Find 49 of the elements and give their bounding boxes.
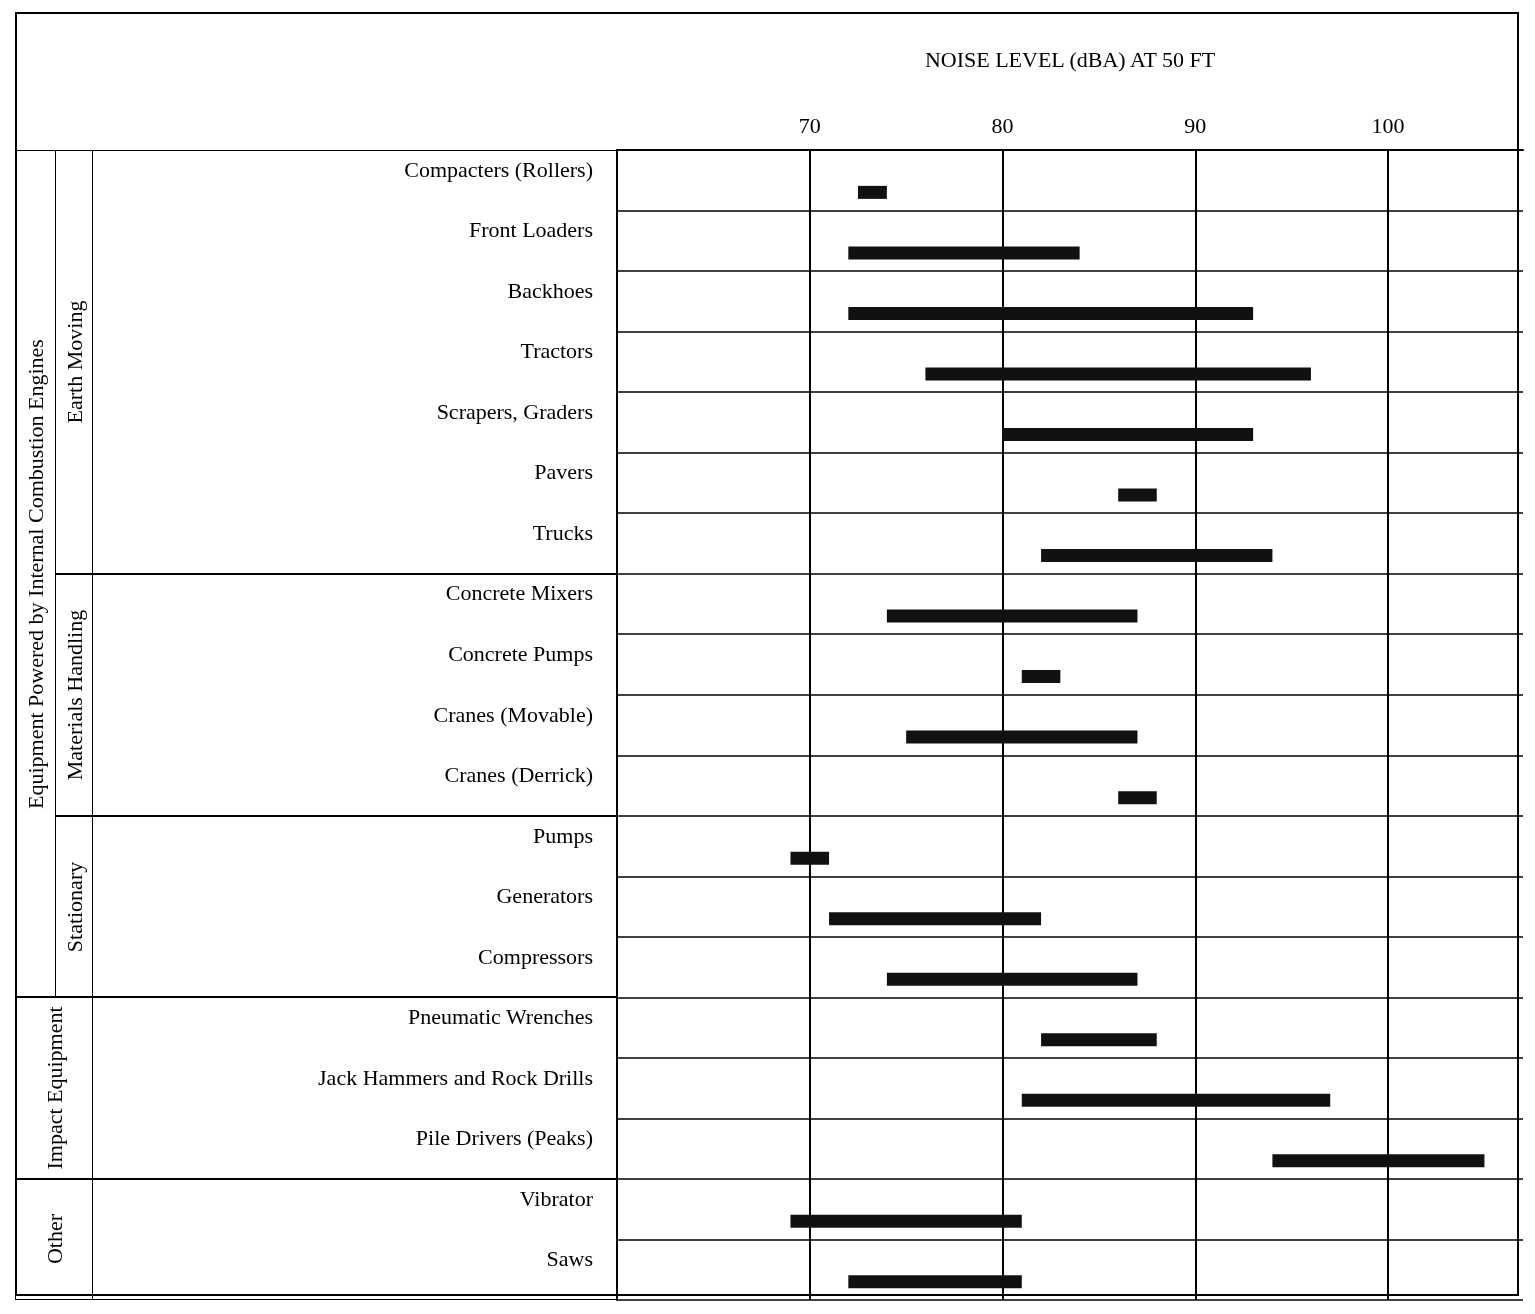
x-tick-label: 70 <box>798 112 821 138</box>
bar <box>1272 1154 1485 1168</box>
text: Other <box>42 1214 68 1265</box>
bar <box>886 972 1138 986</box>
y-tick-label: Tractors <box>520 338 593 364</box>
bar <box>1021 1093 1331 1107</box>
x-axis-title: NOISE LEVEL (dBA) AT 50 FT <box>924 46 1216 72</box>
bar <box>1002 427 1254 441</box>
bar <box>1021 670 1061 684</box>
bar <box>886 609 1138 623</box>
bar <box>857 185 887 199</box>
y-tick-label: Vibrator <box>519 1185 594 1211</box>
bar <box>790 1214 1022 1228</box>
y-tick-label: Compressors <box>478 943 593 969</box>
bar <box>848 306 1254 320</box>
bar <box>1118 791 1157 805</box>
y-tick-label: Cranes (Derrick) <box>444 762 593 788</box>
x-tick-label: 90 <box>1184 112 1207 138</box>
text: Earth Moving <box>62 300 88 424</box>
y-tick-label: Jack Hammers and Rock Drills <box>318 1064 593 1090</box>
y-tick-label: Backhoes <box>507 277 593 303</box>
text: Stationary <box>62 861 88 952</box>
y-tick-label: Generators <box>496 883 593 909</box>
bar <box>848 246 1080 260</box>
y-tick-label: Cranes (Movable) <box>433 701 593 727</box>
text: Equipment Powered by Internal Combustion Engines <box>23 338 49 809</box>
y-tick-label: Pumps <box>533 822 593 848</box>
bar <box>925 367 1311 381</box>
y-tick-label: Saws <box>546 1246 593 1272</box>
bar <box>829 912 1042 926</box>
y-tick-label: Concrete Pumps <box>448 640 593 666</box>
bar <box>1041 1033 1157 1047</box>
text: Materials Handling <box>62 609 88 780</box>
text: Impact Equipment <box>42 1006 68 1170</box>
y-tick-label: Trucks <box>532 519 593 545</box>
bar <box>1041 549 1273 563</box>
bar <box>1118 488 1157 502</box>
x-tick-label: 100 <box>1371 112 1405 138</box>
y-tick-label: Pneumatic Wrenches <box>407 1004 593 1030</box>
y-tick-label: Front Loaders <box>468 217 593 243</box>
y-tick-label: Pavers <box>534 459 593 485</box>
y-tick-label: Scrapers, Graders <box>436 398 593 424</box>
y-tick-label: Concrete Mixers <box>445 580 593 606</box>
bar <box>906 730 1138 744</box>
bar <box>790 851 830 865</box>
bar <box>848 1275 1022 1289</box>
x-tick-label: 80 <box>991 112 1014 138</box>
y-tick-label: Pile Drivers (Peaks) <box>415 1125 593 1151</box>
y-tick-label: Compacters (Rollers) <box>404 156 593 182</box>
